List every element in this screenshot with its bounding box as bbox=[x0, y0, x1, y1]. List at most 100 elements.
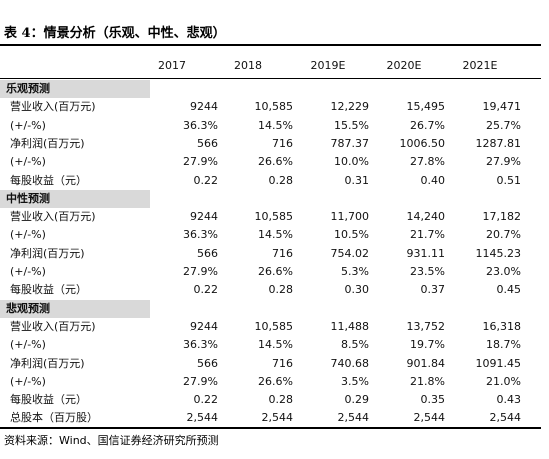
cell: 716 bbox=[272, 356, 293, 370]
cell: 25.7% bbox=[486, 118, 521, 132]
cell: 10.5% bbox=[334, 228, 369, 242]
cell: 27.9% bbox=[183, 155, 218, 169]
cell: 901.84 bbox=[406, 356, 446, 370]
cell: 0.30 bbox=[344, 283, 370, 297]
section-band bbox=[0, 299, 150, 318]
cell: 2,544 bbox=[186, 411, 219, 425]
cell: 15,495 bbox=[406, 100, 446, 114]
cell: 19.7% bbox=[410, 338, 445, 352]
row-label: 每股收益（元） bbox=[10, 283, 87, 297]
cell: 23.5% bbox=[410, 265, 445, 278]
cell: 20.7% bbox=[486, 228, 521, 242]
column-header: 2018 bbox=[234, 59, 262, 72]
section-header: 中性预测 bbox=[6, 191, 50, 205]
cell: 26.7% bbox=[410, 118, 445, 132]
cell: 0.28 bbox=[268, 283, 294, 297]
column-header: 2019E bbox=[310, 59, 346, 72]
cell: 9244 bbox=[190, 100, 218, 114]
cell: 18.7% bbox=[486, 338, 521, 352]
cell: 17,182 bbox=[482, 210, 522, 224]
section-band bbox=[0, 189, 150, 208]
cell: 1287.81 bbox=[475, 136, 522, 150]
cell: 11,488 bbox=[330, 319, 370, 333]
rule bbox=[0, 78, 541, 79]
cell: 0.45 bbox=[496, 283, 522, 297]
row-label: 营业收入(百万元) bbox=[10, 100, 96, 114]
row-label: (+/-%) bbox=[10, 155, 46, 169]
cell: 1145.23 bbox=[475, 246, 522, 260]
cell: 716 bbox=[272, 246, 293, 260]
cell: 36.3% bbox=[183, 118, 218, 132]
cell: 2,544 bbox=[489, 411, 522, 425]
cell: 0.29 bbox=[344, 393, 370, 407]
cell: 1091.45 bbox=[475, 356, 522, 370]
cell: 2,544 bbox=[261, 411, 294, 425]
cell: 10,585 bbox=[254, 100, 294, 114]
row-label: 每股收益（元） bbox=[10, 393, 87, 407]
cell: 15.5% bbox=[334, 118, 369, 132]
cell: 26.6% bbox=[258, 265, 293, 278]
rule bbox=[0, 427, 541, 429]
cell: 14.5% bbox=[258, 228, 293, 242]
row-label: (+/-%) bbox=[10, 118, 46, 132]
section-header: 悲观预测 bbox=[6, 301, 50, 315]
cell: 0.35 bbox=[420, 393, 446, 407]
cell: 0.31 bbox=[344, 173, 370, 187]
rule bbox=[0, 44, 541, 46]
cell: 26.6% bbox=[258, 374, 293, 388]
cell: 5.3% bbox=[341, 265, 369, 278]
cell: 19,471 bbox=[482, 100, 522, 114]
row-label: 总股本（百万股） bbox=[10, 411, 98, 425]
cell: 566 bbox=[197, 136, 218, 150]
row-label: 营业收入(百万元) bbox=[10, 319, 96, 333]
cell: 716 bbox=[272, 136, 293, 150]
cell: 0.22 bbox=[193, 393, 219, 407]
cell: 0.28 bbox=[268, 173, 294, 187]
cell: 12,229 bbox=[330, 100, 370, 114]
cell: 23.0% bbox=[486, 265, 521, 278]
cell: 0.37 bbox=[420, 283, 446, 297]
cell: 754.02 bbox=[330, 246, 370, 260]
row-label: 净利润(百万元) bbox=[10, 136, 85, 150]
cell: 566 bbox=[197, 356, 218, 370]
row-label: (+/-%) bbox=[10, 338, 46, 352]
cell: 14.5% bbox=[258, 118, 293, 132]
cell: 931.11 bbox=[406, 246, 446, 260]
cell: 0.22 bbox=[193, 173, 219, 187]
cell: 8.5% bbox=[341, 338, 369, 352]
cell: 27.8% bbox=[410, 155, 445, 169]
cell: 2,544 bbox=[413, 411, 446, 425]
cell: 11,700 bbox=[330, 210, 370, 224]
cell: 21.7% bbox=[410, 228, 445, 242]
cell: 27.9% bbox=[486, 155, 521, 169]
column-header: 2021E bbox=[462, 59, 498, 72]
cell: 9244 bbox=[190, 210, 218, 224]
cell: 10.0% bbox=[334, 155, 369, 169]
cell: 1006.50 bbox=[399, 136, 446, 150]
cell: 13,752 bbox=[406, 319, 446, 333]
cell: 0.43 bbox=[496, 393, 522, 407]
row-label: 每股收益（元） bbox=[10, 173, 87, 187]
cell: 2,544 bbox=[337, 411, 370, 425]
column-header: 2017 bbox=[158, 59, 186, 72]
row-label: (+/-%) bbox=[10, 374, 46, 388]
cell: 14.5% bbox=[258, 338, 293, 352]
cell: 0.51 bbox=[496, 173, 522, 187]
row-label: (+/-%) bbox=[10, 228, 46, 242]
cell: 36.3% bbox=[183, 338, 218, 352]
section-band bbox=[0, 80, 150, 98]
cell: 787.37 bbox=[330, 136, 370, 150]
cell: 0.40 bbox=[420, 173, 446, 187]
cell: 21.8% bbox=[410, 374, 445, 388]
cell: 0.22 bbox=[193, 283, 219, 297]
row-label: 净利润(百万元) bbox=[10, 246, 85, 260]
cell: 21.0% bbox=[486, 374, 521, 388]
table-title: 表 4：情景分析（乐观、中性、悲观） bbox=[4, 26, 226, 41]
cell: 27.9% bbox=[183, 374, 218, 388]
cell: 10,585 bbox=[254, 210, 294, 224]
cell: 16,318 bbox=[482, 319, 522, 333]
cell: 566 bbox=[197, 246, 218, 260]
cell: 0.28 bbox=[268, 393, 294, 407]
cell: 740.68 bbox=[330, 356, 370, 370]
